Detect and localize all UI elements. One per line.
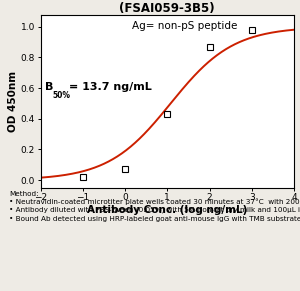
Text: = 13.7 ng/mL: = 13.7 ng/mL bbox=[69, 82, 152, 93]
Text: Ag= non-pS peptide: Ag= non-pS peptide bbox=[132, 22, 238, 31]
Text: 50%: 50% bbox=[52, 91, 70, 100]
Y-axis label: OD 450nm: OD 450nm bbox=[8, 70, 18, 132]
Text: Method:
• Neutravidin-coated microtiter plate wells coated 30 minutes at 37°C  w: Method: • Neutravidin-coated microtiter … bbox=[9, 191, 300, 222]
Text: B: B bbox=[45, 82, 53, 93]
X-axis label: Antibody Conc. (log ng/mL): Antibody Conc. (log ng/mL) bbox=[87, 205, 247, 215]
Title: CPCT-MDC1a-1
(FSAI059-3B5): CPCT-MDC1a-1 (FSAI059-3B5) bbox=[119, 0, 216, 15]
